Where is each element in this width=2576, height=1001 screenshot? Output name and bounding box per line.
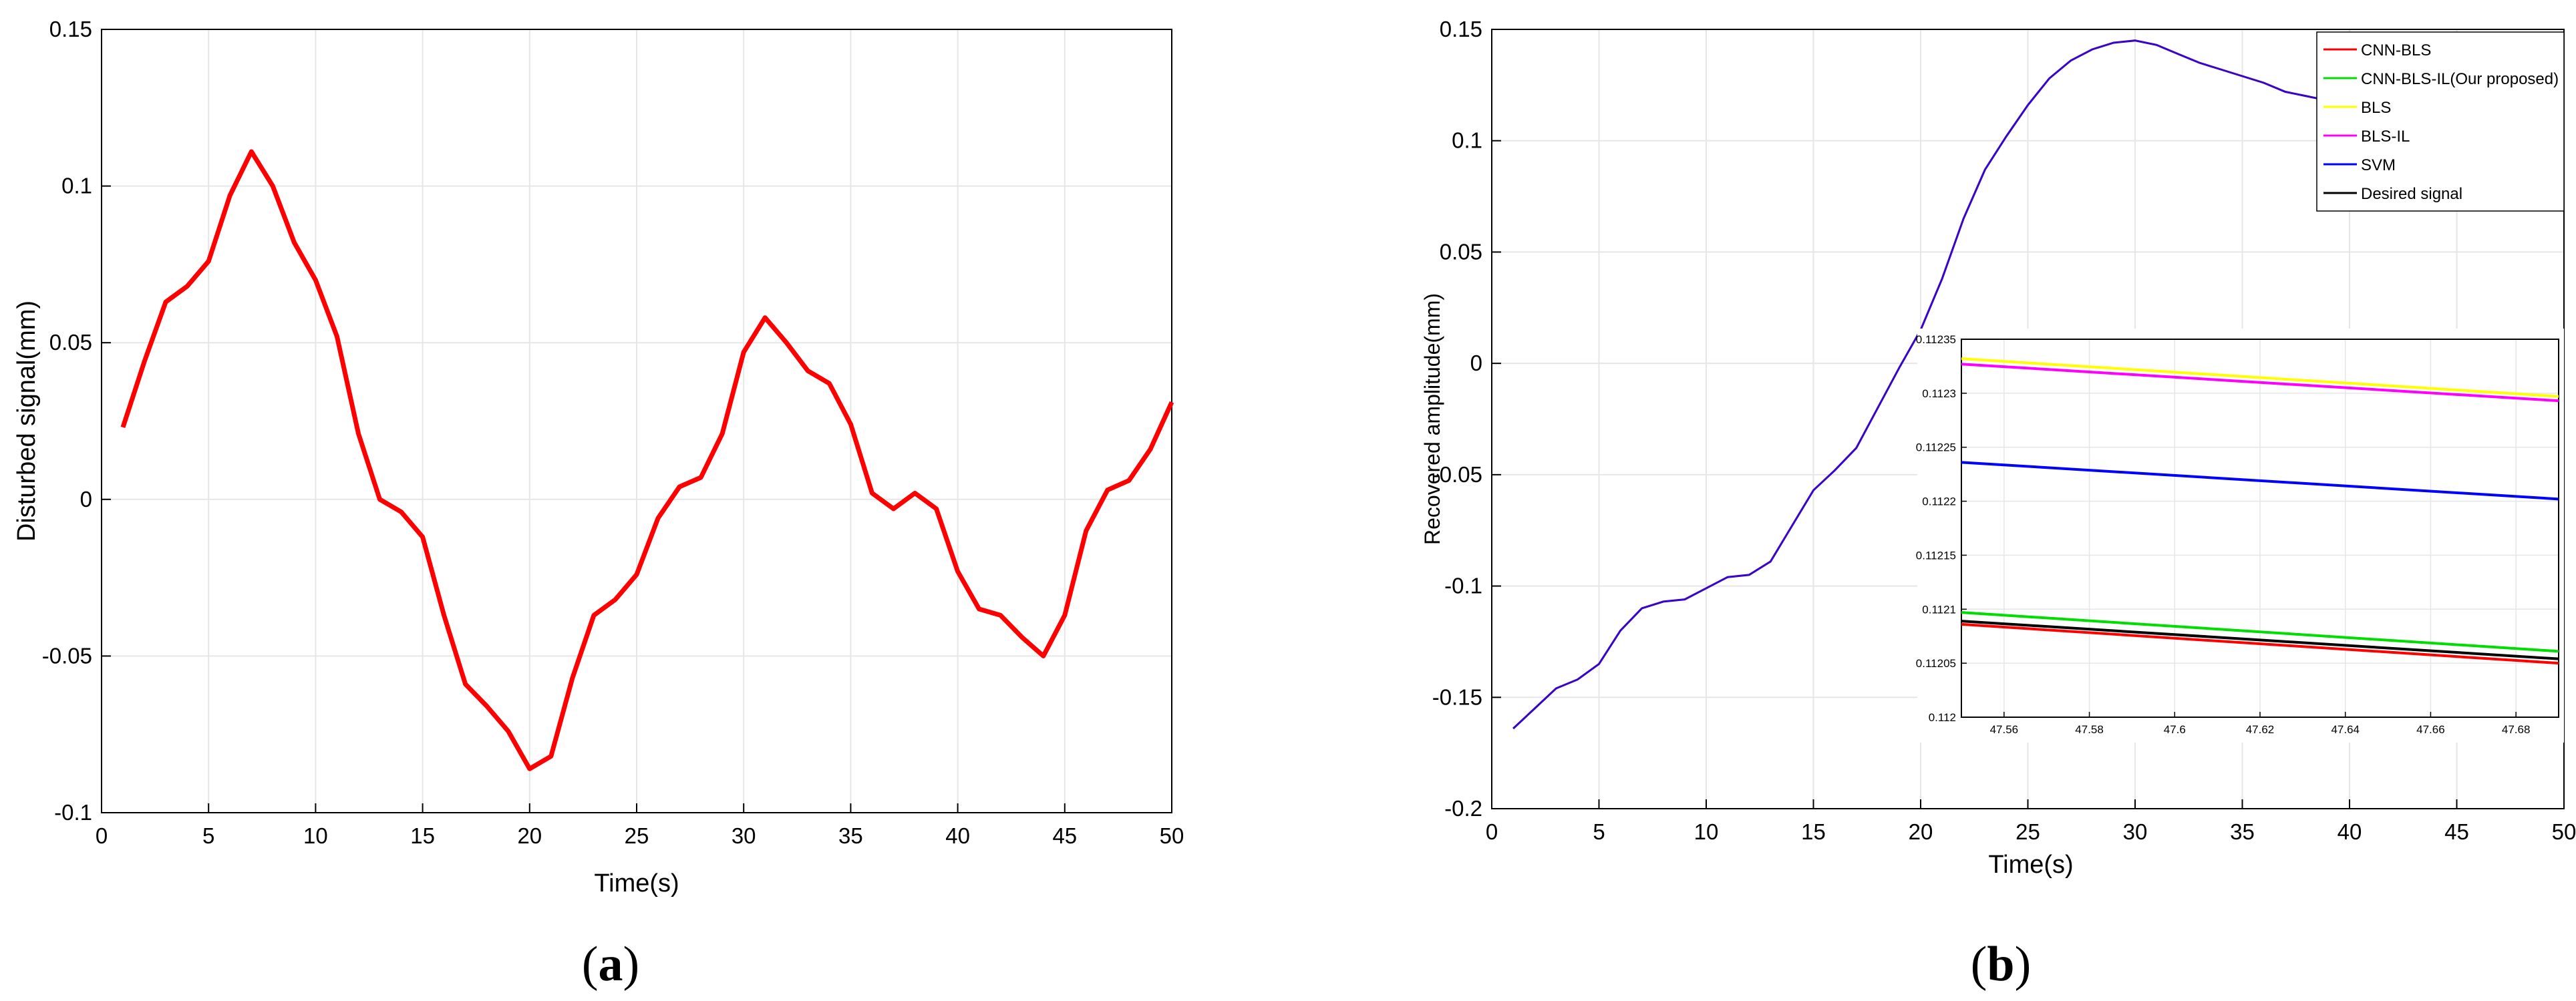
panel-b-caption-letter: b [1987,937,2014,992]
inset-y-tick-label: 0.1123 [1922,387,1956,400]
a-x-tick-label: 20 [517,823,542,848]
inset-x-tick-label: 47.6 [2164,723,2186,736]
b-y-tick-label: -0.05 [1432,462,1482,487]
b-x-tick-label: 45 [2444,819,2469,844]
inset-line-svm [1961,461,2559,501]
legend-box [2316,31,2565,212]
panel-b-x-axis-label: Time(s) [1988,851,2073,879]
panel-b-legend: CNN-BLS CNN-BLS-IL(Our proposed) BLS BLS-IL… [2316,31,2565,212]
inset-line-cnn-bls-il-our-proposed [1961,611,2559,653]
panel-a-caption-close: ) [623,937,640,992]
a-x-tick-label: 30 [732,823,756,848]
inset-x-tick-label: 47.68 [2502,723,2531,736]
b-x-tick-label: 5 [1593,819,1605,844]
a-x-tick-label: 10 [303,823,328,848]
a-x-tick-label: 0 [96,823,108,848]
a-y-tick-label: 0.15 [49,17,92,41]
a-x-tick-label: 35 [838,823,863,848]
panel-a-disturbed-signal-line [120,149,1174,771]
legend-items: CNN-BLS CNN-BLS-IL(Our proposed) BLS BLS-IL… [2323,41,2559,203]
a-x-tick-label: 15 [410,823,435,848]
inset-x-tick-label: 47.62 [2246,723,2275,736]
panel-a-ticks: 0 5 10 15 20 25 30 35 40 45 50 -0.1 -0.05 0 0.05 0.1 0.1… [42,17,1184,848]
a-y-tick-label: -0.05 [42,643,92,668]
inset-x-tick-label: 47.58 [2075,723,2104,736]
b-y-tick-label: -0.1 [1444,574,1482,598]
inset-y-tick-label: 0.11205 [1916,657,1956,670]
legend-label-desired-signal: Desired signal [2361,185,2462,203]
inset-x-tick-label: 47.56 [1990,723,2019,736]
inset-y-tick-label: 0.11225 [1916,441,1956,454]
panel-b-y-axis-label: Recovered amplitude(mm) [1420,293,1444,545]
b-x-tick-label: 30 [2123,819,2148,844]
b-y-tick-label: -0.2 [1444,796,1482,821]
panel-a-x-axis-label: Time(s) [594,869,679,897]
a-y-tick-label: -0.1 [54,800,92,825]
legend-label-bls: BLS [2361,99,2391,117]
b-y-tick-label: -0.15 [1432,684,1482,709]
inset-y-tick-label: 0.1122 [1922,495,1956,508]
inset-y-tick-label: 0.1121 [1922,603,1956,616]
panel-b-ticks: 0 5 10 15 20 25 30 35 40 45 50 -0.2 -0.15 -0.1 -0.05 0 0… [1432,17,2576,844]
b-x-tick-label: 40 [2338,819,2362,844]
panel-a-y-axis-label: Disturbed signal(mm) [13,301,41,542]
inset-line-bls-il [1961,363,2559,403]
b-x-tick-label: 10 [1694,819,1719,844]
inset-y-tick-label: 0.11235 [1916,333,1956,346]
b-y-tick-label: 0 [1470,351,1482,375]
a-y-tick-label: 0.1 [61,174,92,198]
inset-x-tick-label: 47.66 [2416,723,2445,736]
panel-a-caption: (a) [582,937,639,992]
b-x-tick-label: 25 [2016,819,2040,844]
b-y-tick-label: 0.1 [1452,128,1482,153]
b-x-tick-label: 20 [1909,819,1933,844]
panel-a-caption-open: ( [582,937,599,992]
inset-lines [1961,357,2559,665]
b-y-tick-label: 0.05 [1440,239,1482,264]
panel-b-caption-close: ) [2015,937,2032,992]
a-x-tick-label: 45 [1052,823,1077,848]
inset-x-tick-label: 47.64 [2331,723,2360,736]
panel-a-grid [101,29,1172,813]
legend-label-bls-il: BLS-IL [2361,128,2410,146]
b-x-tick-label: 35 [2230,819,2255,844]
inset-background [1917,329,2564,743]
legend-label-cnn-bls-il-our-proposed: CNN-BLS-IL(Our proposed) [2361,70,2559,88]
inset-line-bls [1961,357,2559,398]
a-x-tick-label: 40 [945,823,970,848]
inset-ticks: 47.56 47.58 47.6 47.62 47.64 47.66 47.680.1120… [1916,333,2531,736]
b-x-tick-label: 0 [1486,819,1498,844]
inset-line-cnn-bls [1961,622,2559,665]
b-x-tick-label: 15 [1801,819,1826,844]
inset-line-desired-signal [1961,620,2559,660]
panel-a: 0 5 10 15 20 25 30 35 40 45 50 -0.1 -0.05 0 0.05 0.1 0.1… [13,17,1184,992]
panel-b-zoom-inset: 47.56 47.58 47.6 47.62 47.64 47.66 47.680.1120… [1916,329,2564,743]
panel-b: 0 5 10 15 20 25 30 35 40 45 50 -0.2 -0.15 -0.1 -0.05 0 0… [1420,17,2576,992]
a-x-tick-label: 50 [1160,823,1184,848]
legend-label-svm: SVM [2361,156,2396,174]
legend-label-cnn-bls: CNN-BLS [2361,41,2431,59]
a-x-tick-label: 25 [625,823,649,848]
panel-b-caption: (b) [1971,937,2031,992]
a-x-tick-label: 5 [202,823,214,848]
panel-b-caption-open: ( [1971,937,1987,992]
panel-a-caption-letter: a [599,937,623,992]
b-y-tick-label: 0.15 [1440,17,1482,41]
a-y-tick-label: 0.05 [49,330,92,355]
a-y-tick-label: 0 [80,487,92,512]
inset-y-tick-label: 0.11215 [1916,549,1956,562]
inset-y-tick-label: 0.112 [1929,711,1956,724]
b-x-tick-label: 50 [2552,819,2576,844]
